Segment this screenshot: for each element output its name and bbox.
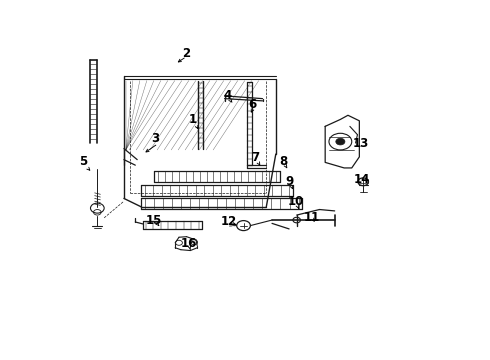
Text: 10: 10 [288,195,304,208]
Text: 7: 7 [252,151,260,164]
Text: 13: 13 [353,137,369,150]
Text: 12: 12 [220,216,237,229]
Text: 6: 6 [248,98,256,111]
Text: 9: 9 [285,175,293,188]
Text: 1: 1 [188,113,196,126]
Text: 3: 3 [151,132,159,145]
Text: 14: 14 [354,172,370,185]
Text: 2: 2 [182,47,191,60]
Circle shape [336,138,345,145]
Text: 8: 8 [279,154,287,167]
Text: 15: 15 [146,214,162,227]
Text: 5: 5 [79,156,87,168]
Text: 16: 16 [180,237,196,250]
Text: 11: 11 [304,211,320,224]
Text: 4: 4 [223,89,232,102]
